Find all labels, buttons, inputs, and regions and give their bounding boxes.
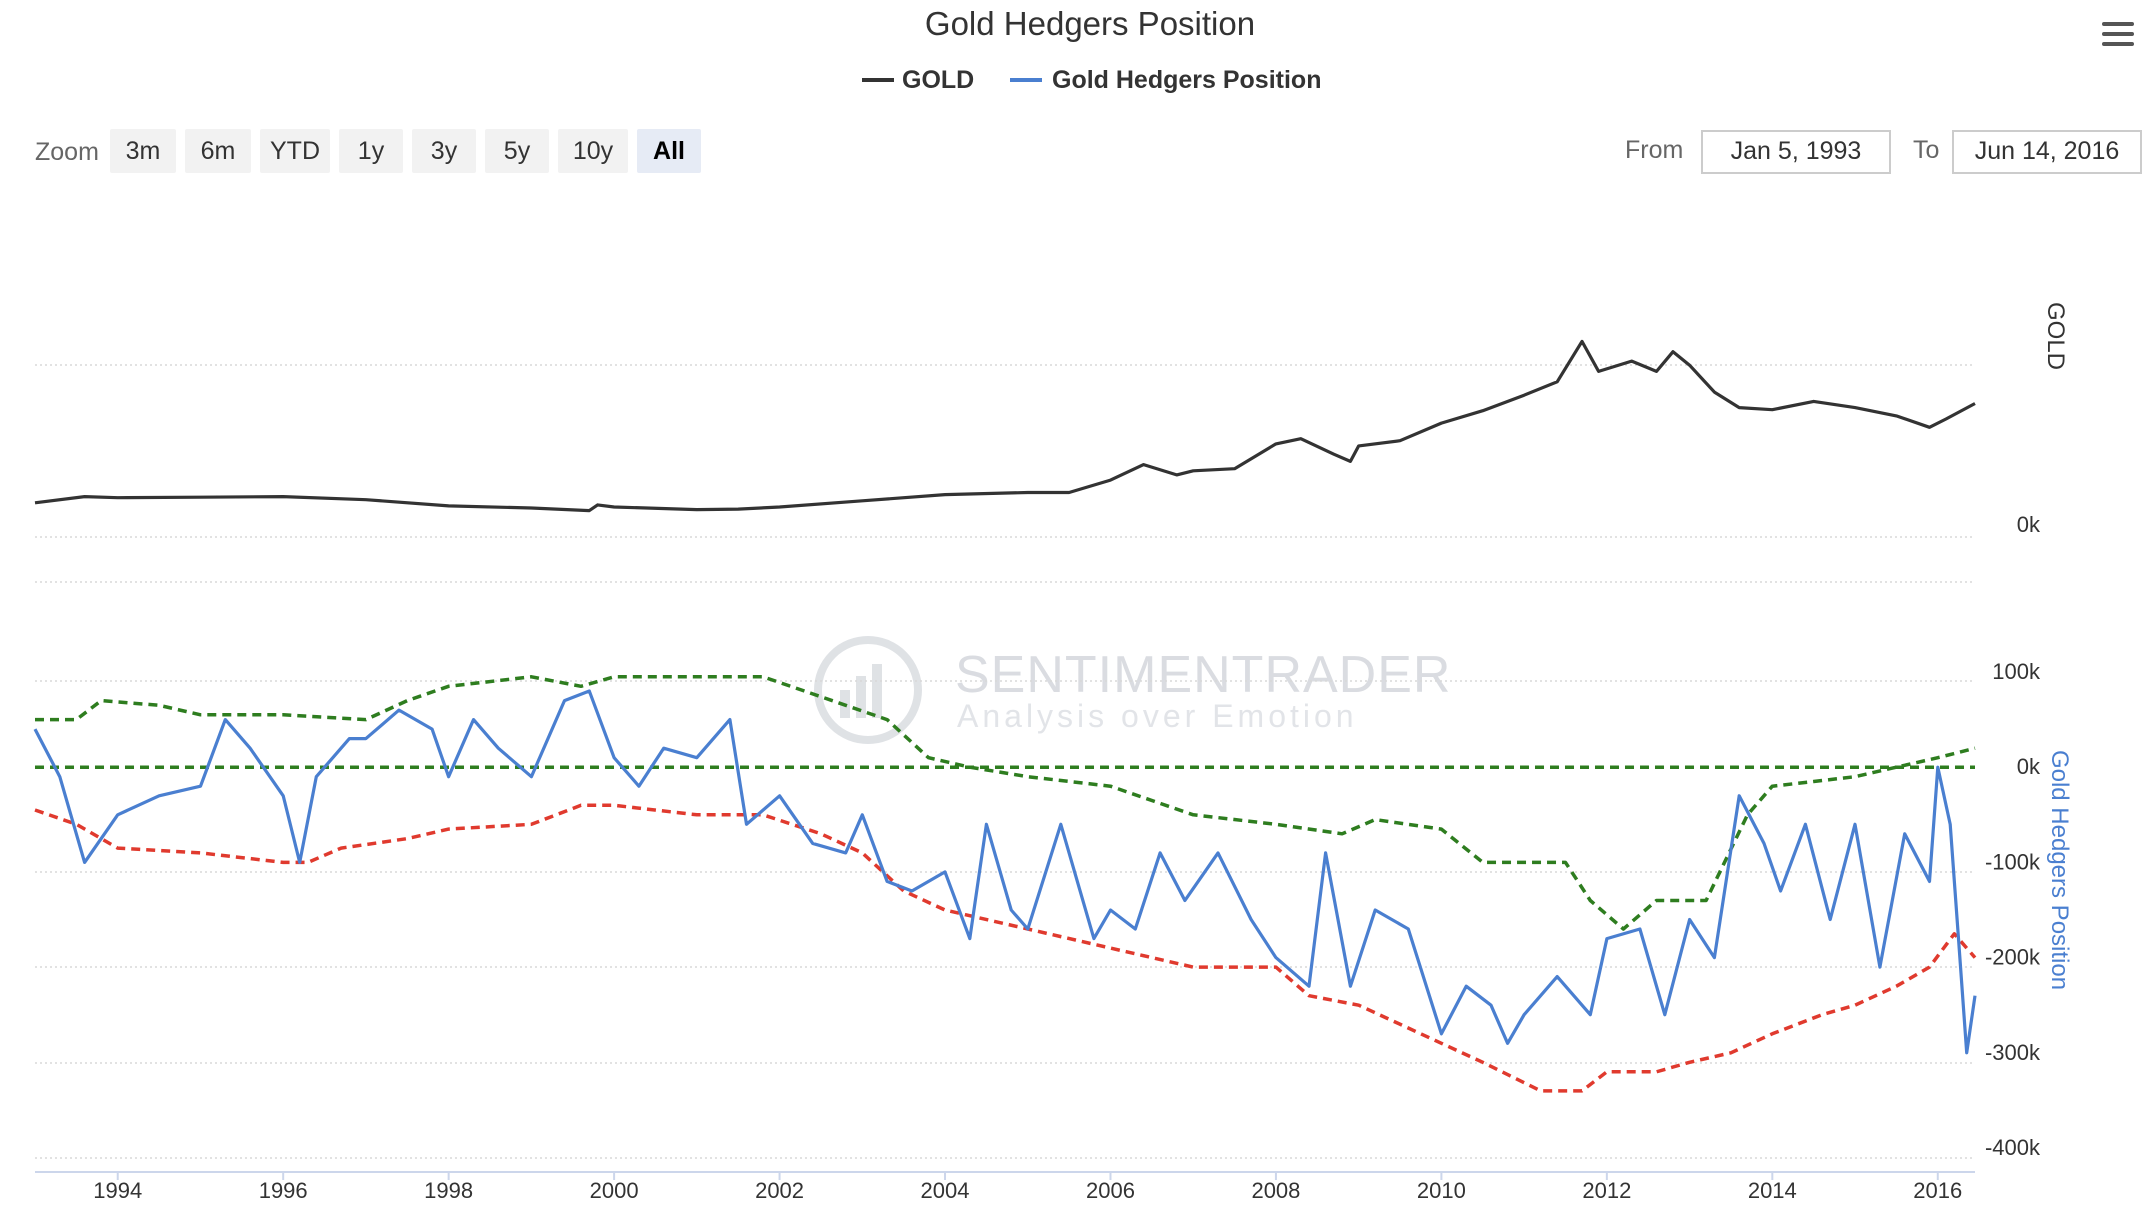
zoom-buttons: 3m 6m YTD 1y 3y 5y 10y All (110, 129, 701, 173)
hamburger-menu-icon[interactable] (2095, 16, 2135, 52)
hedgers-position-line[interactable] (33, 689, 1977, 1055)
chart-title: Gold Hedgers Position (925, 5, 1255, 42)
legend: GOLD Gold Hedgers Position (862, 66, 1321, 94)
x-tick-label: 2012 (1582, 1178, 1631, 1203)
zoom-button-label: 5y (504, 137, 531, 165)
hedgers-y-tick-label: -100k (1985, 849, 2041, 874)
from-date-value: Jan 5, 1993 (1731, 137, 1862, 165)
zoom-button-label: YTD (270, 137, 320, 165)
x-tick-label: 1994 (93, 1178, 142, 1203)
watermark-line2: Analysis over Emotion (957, 698, 1358, 734)
x-tick-label: 2002 (755, 1178, 804, 1203)
zoom-button-label: 10y (573, 137, 614, 165)
gold-price-line[interactable] (34, 339, 1976, 513)
series-layer (33, 339, 1977, 1093)
zoom-button-10y[interactable]: 10y (558, 129, 628, 173)
hedgers-axis-title: Gold Hedgers Position (2046, 750, 2073, 990)
gridlines (35, 364, 1975, 1159)
hedgers-y-tick-label: -400k (1985, 1135, 2041, 1160)
zoom-button-6m[interactable]: 6m (185, 129, 251, 173)
legend-item-hedgers[interactable]: Gold Hedgers Position (1010, 66, 1321, 94)
lower-band-line[interactable] (34, 803, 1977, 1093)
to-date-input[interactable] (1952, 130, 2142, 174)
x-tick-label: 2010 (1417, 1178, 1466, 1203)
from-date-input[interactable] (1701, 130, 1891, 174)
watermark: SENTIMENTRADER Analysis over Emotion (814, 636, 1451, 744)
gold-axis-title: GOLD (2042, 302, 2069, 370)
hedgers-y-tick-label: -300k (1985, 1040, 2041, 1065)
x-tick-label: 2016 (1913, 1178, 1962, 1203)
to-label: To (1913, 136, 1939, 164)
legend-item-gold[interactable]: GOLD (862, 66, 974, 94)
zoom-button-label: 6m (201, 137, 236, 165)
legend-label-hedgers: Gold Hedgers Position (1052, 66, 1321, 94)
hedgers-y-tick-label: 0k (2017, 754, 2041, 779)
zoom-button-ytd[interactable]: YTD (260, 129, 330, 173)
legend-label-gold: GOLD (902, 66, 974, 94)
x-tick-label: 2008 (1251, 1178, 1300, 1203)
x-tick-label: 2014 (1748, 1178, 1797, 1203)
from-label: From (1625, 136, 1683, 164)
x-tick-label: 2006 (1086, 1178, 1135, 1203)
x-tick-label: 1996 (259, 1178, 308, 1203)
gold-y-tick-label: 0k (2017, 512, 2041, 537)
upper-band-line[interactable] (35, 675, 1976, 931)
x-tick-label: 2000 (590, 1178, 639, 1203)
zoom-button-label: 1y (358, 137, 385, 165)
zoom-label: Zoom (35, 138, 99, 166)
zoom-button-label: 3y (431, 137, 458, 165)
x-tick-label: 2004 (921, 1178, 970, 1203)
zoom-button-all[interactable]: All (637, 129, 701, 173)
zoom-button-label: 3m (126, 137, 161, 165)
to-date-value: Jun 14, 2016 (1975, 137, 2120, 165)
zoom-button-label: All (653, 137, 685, 165)
axis-ticks: 1994 1996 1998 2000 2002 2004 2006 2008 2010 2012… (93, 512, 2041, 1203)
hedgers-y-tick-label: -200k (1985, 945, 2041, 970)
x-tick-label: 1998 (424, 1178, 473, 1203)
zoom-button-1y[interactable]: 1y (339, 129, 403, 173)
zoom-button-5y[interactable]: 5y (485, 129, 549, 173)
hedgers-y-tick-label: 100k (1992, 659, 2041, 684)
watermark-line1: SENTIMENTRADER (955, 646, 1451, 704)
zoom-button-3y[interactable]: 3y (412, 129, 476, 173)
zoom-button-3m[interactable]: 3m (110, 129, 176, 173)
